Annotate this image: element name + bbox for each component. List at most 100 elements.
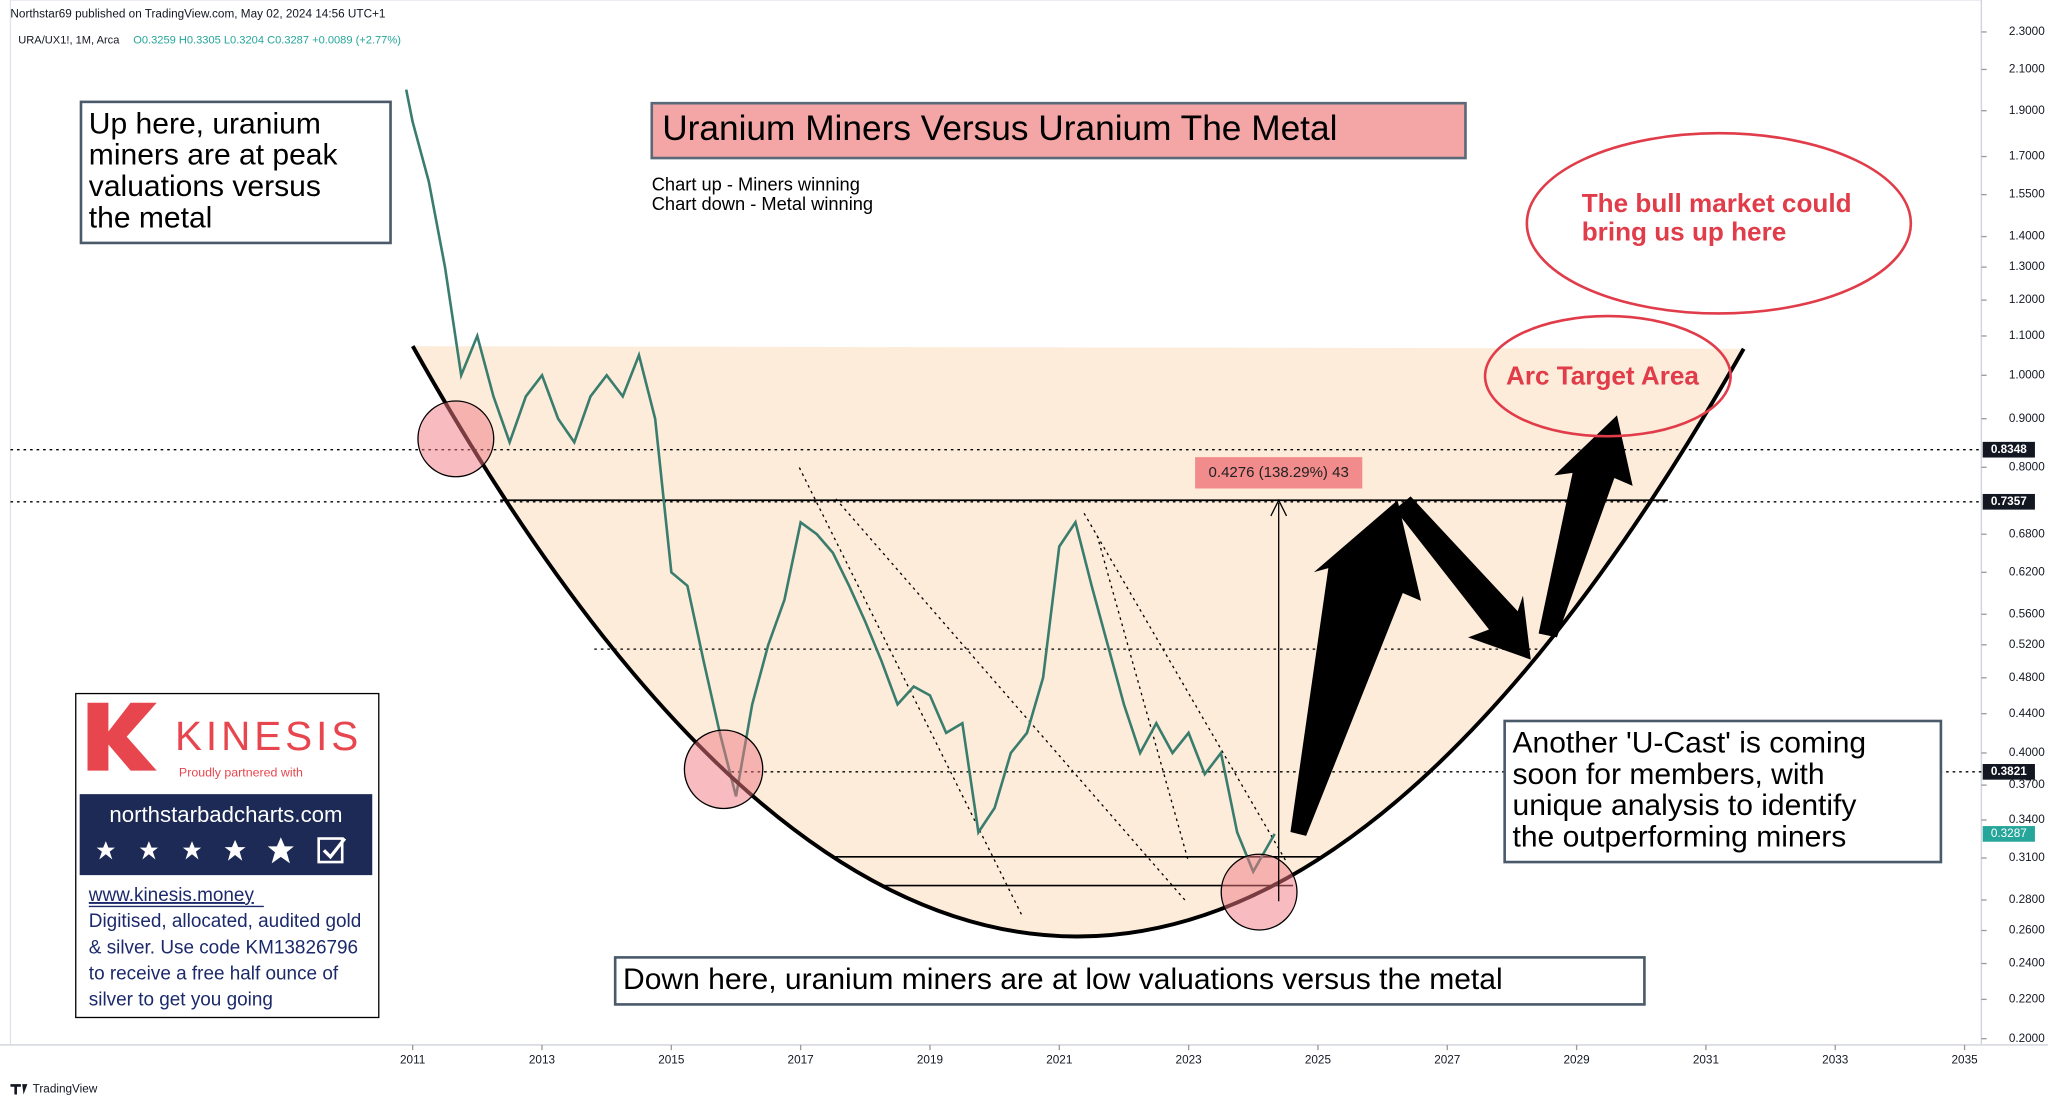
series-layer	[404, 89, 1276, 875]
price-label: 0.3821	[1991, 765, 2027, 778]
y-tick-label: 0.2800	[2009, 893, 2045, 906]
note: the metal	[89, 201, 213, 234]
check-box	[317, 837, 344, 864]
sponsor-text: to receive a free half ounce of	[89, 963, 339, 984]
arrows	[1290, 415, 1633, 836]
tv-logo	[10, 1084, 28, 1095]
y-tick-label: 1.0000	[2009, 368, 2045, 381]
ellipse	[1525, 131, 1913, 315]
price-label: 0.8348	[1991, 443, 2027, 456]
site: northstarbadcharts.com	[109, 802, 342, 827]
circles	[417, 400, 1298, 931]
y-tick-label: 0.6800	[2009, 527, 2045, 540]
y-tick-label: 0.3100	[2009, 851, 2045, 864]
note: Down here, uranium miners are at low val…	[623, 963, 1503, 996]
y-tick-label: 1.1000	[2009, 329, 2045, 342]
y-tick-label: 0.2200	[2009, 993, 2045, 1006]
note: unique analysis to identify	[1512, 789, 1856, 822]
x-tick-label: 2021	[1046, 1054, 1072, 1067]
price-label: 0.7357	[1991, 495, 2027, 508]
y-tick-label: 1.7000	[2009, 150, 2045, 163]
channel-line	[835, 498, 1187, 902]
sponsor-text: & silver. Use code KM13826796	[89, 937, 358, 958]
x-tick-label: 2035	[1952, 1054, 1979, 1067]
sponsor-text: silver to get you going	[89, 990, 273, 1011]
y-tick-label: 0.4800	[2009, 671, 2045, 684]
star	[182, 841, 202, 860]
y-tick-label: 1.2000	[2009, 293, 2045, 306]
price-label-box	[1982, 764, 2035, 780]
circle	[1220, 853, 1298, 931]
channel-line	[1096, 535, 1190, 863]
x-tick-label: 2027	[1434, 1054, 1460, 1067]
channel-line	[1083, 512, 1288, 863]
symbol: URA/UX1!, 1M, Arca	[18, 34, 120, 46]
check	[322, 837, 347, 860]
circle	[417, 400, 495, 478]
x-tick-label: 2033	[1822, 1054, 1849, 1067]
axes: 2.3000 2.1000 1.9000 1.7000 1.5500 1.4000 1.30…	[0, 0, 2048, 1067]
star	[224, 839, 246, 861]
y-tick-label: 0.2000	[2009, 1032, 2045, 1045]
x-tick-label: 2025	[1305, 1054, 1332, 1067]
logo	[87, 702, 157, 771]
x-tick-label: 2015	[658, 1054, 685, 1067]
last-price-box	[1982, 826, 2035, 842]
measure-box	[1195, 457, 1363, 489]
y-tick-label: 0.2400	[2009, 957, 2045, 970]
note: Up here, uranium	[89, 107, 321, 140]
price-label-box	[1982, 441, 2035, 458]
url: www.kinesis.money	[88, 885, 255, 906]
price-label-box	[1982, 493, 2035, 510]
note: Another 'U-Cast' is coming	[1512, 726, 1866, 759]
y-tick-label: 0.5200	[2009, 638, 2045, 651]
y-tick-label: 0.2600	[2009, 924, 2045, 937]
x-tick-label: 2029	[1564, 1054, 1590, 1067]
y-tick-label: 1.5500	[2009, 188, 2045, 201]
y-tick-label: 0.3700	[2009, 778, 2045, 791]
y-tick-label: 0.4000	[2009, 746, 2045, 759]
sponsor-text: Digitised, allocated, audited gold	[89, 911, 361, 932]
publisher: Northstar69 published on TradingView.com…	[10, 7, 385, 20]
last-price-label: 0.3287	[1991, 827, 2027, 840]
y-tick-label: 1.9000	[2009, 104, 2045, 117]
arc	[411, 345, 1746, 939]
note: valuations versus	[89, 170, 321, 203]
x-tick-label: 2019	[917, 1054, 943, 1067]
note: soon for members, with	[1512, 758, 1824, 791]
y-tick-label: 0.6200	[2009, 565, 2045, 578]
brand: KINESIS	[175, 713, 362, 759]
measure-arrowhead	[1270, 498, 1288, 517]
note: the outperforming miners	[1512, 820, 1846, 853]
x-tick-label: 2017	[788, 1054, 814, 1067]
star	[267, 837, 294, 864]
y-tick-label: 1.3000	[2009, 260, 2045, 273]
note-box	[1503, 719, 1943, 864]
measure-label: 0.4276 (138.29%) 43	[1209, 464, 1349, 481]
ellipse	[1483, 314, 1732, 438]
x-tick-label: 2013	[529, 1054, 556, 1067]
star	[139, 841, 159, 860]
arrow	[1290, 500, 1422, 836]
x-tick-label: 2031	[1693, 1054, 1719, 1067]
circle	[683, 729, 764, 810]
star	[96, 841, 115, 860]
y-tick-label: 0.4400	[2009, 707, 2045, 720]
bull-text: bring us up here	[1582, 217, 1787, 247]
note: miners are at peak	[89, 139, 339, 172]
x-tick-label: 2011	[400, 1054, 425, 1067]
title-box	[650, 101, 1467, 160]
y-tick-label: 2.1000	[2009, 63, 2045, 76]
y-tick-label: 0.9000	[2009, 412, 2045, 425]
tagline: Proudly partnered with	[179, 766, 303, 780]
y-tick-label: 0.3400	[2009, 813, 2045, 826]
y-tick-label: 2.3000	[2009, 25, 2045, 38]
stars	[96, 837, 294, 864]
subtitle: Chart down - Metal winning	[652, 193, 873, 214]
chart-title: Uranium Miners Versus Uranium The Metal	[662, 109, 1337, 148]
ohlc: O0.3259 H0.3305 L0.3204 C0.3287 +0.0089 …	[133, 34, 401, 46]
note-box	[613, 956, 1646, 1006]
bull-text: The bull market could	[1582, 188, 1852, 218]
arrow	[1394, 496, 1531, 660]
